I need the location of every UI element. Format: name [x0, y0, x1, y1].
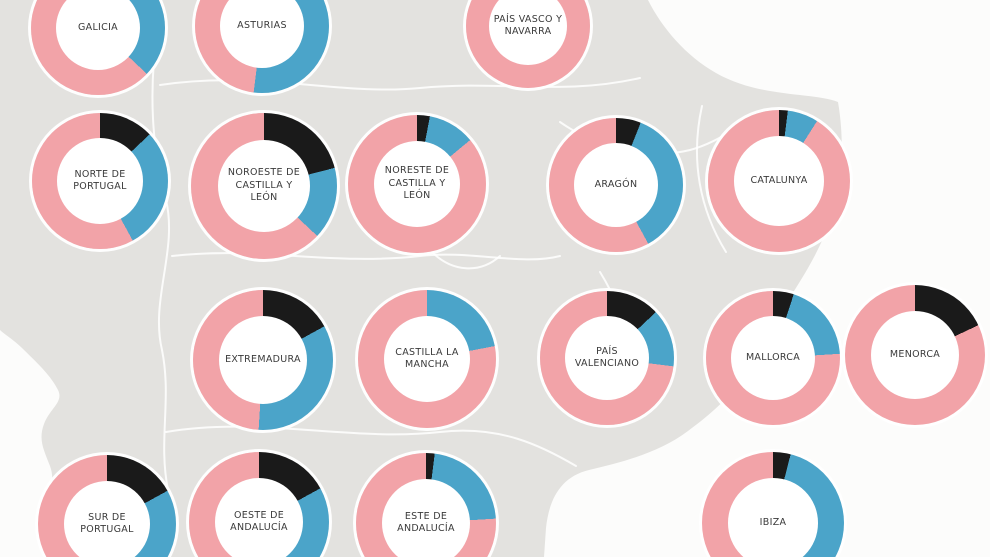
donut-chart-catalunya: CATALUNYA [708, 110, 850, 252]
region-label: GALICIA [77, 21, 118, 33]
donut-chart-ibiza: IBIZA [702, 452, 844, 557]
region-label: SUR DE PORTUGAL [80, 511, 134, 535]
region-label: ARAGÓN [594, 178, 638, 190]
donut-chart-norte-de-portugal: NORTE DE PORTUGAL [32, 113, 168, 249]
donut-hole: OESTE DE ANDALUCÍA [214, 477, 304, 557]
donut-chart-castilla-la-mancha: CASTILLA LA MANCHA [358, 290, 496, 428]
border-catalunya [695, 105, 727, 253]
donut-hole: IBIZA [728, 478, 818, 557]
region-label: CASTILLA LA MANCHA [395, 346, 459, 370]
region-label: EXTREMADURA [225, 353, 301, 365]
donut-hole: CATALUNYA [734, 136, 824, 226]
donut-chart-menorca: MENORCA [845, 285, 985, 425]
region-label: PAÍS VALENCIANO [574, 345, 640, 369]
donut-chart-noroeste-de-castilla-y-leon: NOROESTE DE CASTILLA Y LEÓN [191, 113, 337, 259]
region-label: PAÍS VASCO Y NAVARRA [493, 13, 563, 37]
region-label: ASTURIAS [237, 19, 287, 31]
donut-hole: NORTE DE PORTUGAL [57, 138, 143, 224]
donut-hole: CASTILLA LA MANCHA [383, 315, 471, 403]
region-label: ESTE DE ANDALUCÍA [397, 510, 455, 534]
donut-hole: SUR DE PORTUGAL [63, 480, 151, 557]
region-label: MALLORCA [745, 351, 801, 363]
donut-hole: EXTREMADURA [218, 315, 308, 405]
donut-hole: MENORCA [870, 310, 960, 400]
border-portugal-spain [151, 27, 170, 557]
region-label: MENORCA [889, 348, 941, 360]
donut-chart-sur-de-portugal: SUR DE PORTUGAL [38, 455, 176, 557]
donut-hole: GALICIA [55, 0, 141, 71]
donut-chart-pais-valenciano: PAÍS VALENCIANO [540, 291, 674, 425]
region-label: NOROESTE DE CASTILLA Y LEÓN [227, 167, 301, 204]
donut-chart-oeste-de-andalucia: OESTE DE ANDALUCÍA [189, 452, 329, 557]
donut-hole: NOROESTE DE CASTILLA Y LEÓN [218, 140, 310, 232]
border-madrid [431, 251, 501, 270]
donut-chart-este-de-andalucia: ESTE DE ANDALUCÍA [356, 453, 496, 557]
region-label: IBIZA [759, 516, 787, 528]
donut-chart-mallorca: MALLORCA [706, 291, 840, 425]
donut-hole: ASTURIAS [219, 0, 305, 69]
donut-hole: NORESTE DE CASTILLA Y LEÓN [373, 140, 461, 228]
donut-chart-extremadura: EXTREMADURA [193, 290, 333, 430]
region-label: NORESTE DE CASTILLA Y LEÓN [384, 165, 450, 202]
donut-hole: PAÍS VASCO Y NAVARRA [488, 0, 568, 66]
donut-hole: ARAGÓN [573, 142, 659, 228]
donut-hole: ESTE DE ANDALUCÍA [381, 478, 471, 557]
region-label: CATALUNYA [750, 174, 808, 186]
region-label: NORTE DE PORTUGAL [73, 168, 127, 192]
donut-chart-noreste-de-castilla-y-leon: NORESTE DE CASTILLA Y LEÓN [348, 115, 486, 253]
donut-hole: PAÍS VALENCIANO [564, 315, 650, 401]
donut-hole: MALLORCA [730, 315, 816, 401]
region-label: OESTE DE ANDALUCÍA [230, 509, 288, 533]
donut-chart-aragon: ARAGÓN [549, 118, 683, 252]
